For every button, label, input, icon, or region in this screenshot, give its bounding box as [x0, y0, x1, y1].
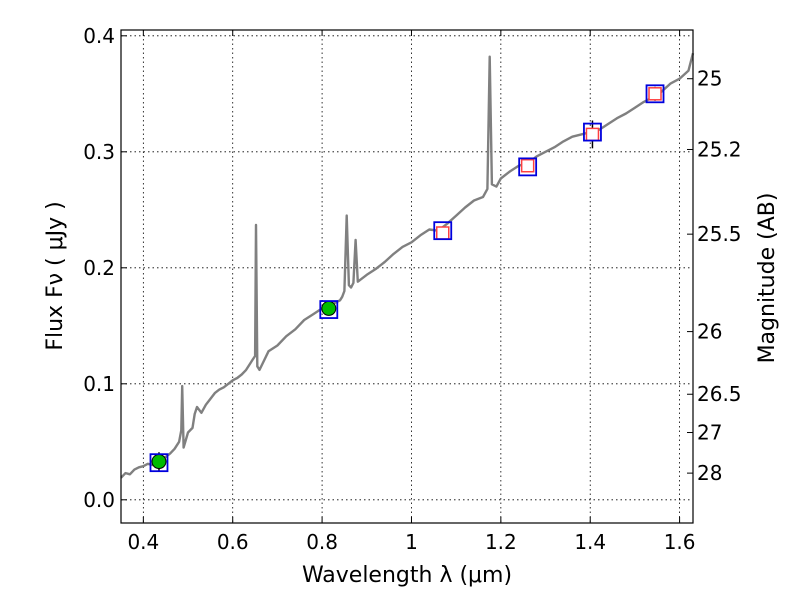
model-point-2 — [433, 221, 453, 241]
y-tick-label-0: 0.0 — [83, 488, 115, 512]
x-tick-label-0: 0.4 — [127, 530, 159, 554]
x-tick-label-5: 1.4 — [574, 530, 606, 554]
band-point-2 — [585, 127, 600, 142]
model-point-3 — [518, 157, 538, 177]
x-tick-label-2: 0.8 — [306, 530, 338, 554]
band-point-1 — [520, 158, 535, 173]
right-tick-label-4: 26.5 — [697, 382, 742, 406]
right-tick-label-0: 25 — [697, 67, 722, 91]
right-tick-label-3: 26 — [697, 320, 722, 344]
measured-point-1 — [321, 300, 337, 316]
right-tick-label-2: 25.5 — [697, 222, 742, 246]
right-tick-label-6: 28 — [697, 461, 722, 485]
grid-layer — [121, 30, 693, 523]
band-point-0 — [436, 226, 450, 240]
measured-point-0 — [151, 454, 167, 470]
y-tick-label-3: 0.3 — [83, 140, 115, 164]
right-tick-label-5: 27 — [697, 421, 722, 445]
y-tick-label-1: 0.1 — [83, 372, 115, 396]
model-point-0 — [149, 453, 169, 473]
plot-frame — [120, 29, 694, 524]
ticks-layer: 0.4 0.6 0.8 1 1.2 1.4 1.6 0.0 0.1 0.2 0.3 0.4 25 25.2… — [83, 24, 741, 554]
model-point-5 — [645, 84, 665, 104]
x-tick-label-6: 1.6 — [664, 530, 696, 554]
model-point-1 — [319, 300, 339, 319]
x-tick-label-3: 1 — [405, 530, 418, 554]
x-axis-label: Wavelength λ (μm) — [302, 563, 512, 588]
spectrum-line-0 — [120, 52, 695, 479]
y-tick-label-4: 0.4 — [83, 24, 115, 48]
points-layer — [149, 84, 665, 473]
y-axis-label: Flux Fν ( μJy ) — [43, 201, 68, 350]
series-layer — [120, 52, 695, 479]
right-axis-label: Magnitude (AB) — [755, 193, 780, 364]
x-tick-label-1: 0.6 — [217, 530, 249, 554]
band-point-3 — [648, 87, 662, 101]
model-point-4 — [583, 122, 602, 142]
x-tick-label-4: 1.2 — [485, 530, 517, 554]
y-tick-label-2: 0.2 — [83, 256, 115, 280]
right-tick-label-1: 25.2 — [697, 137, 742, 161]
